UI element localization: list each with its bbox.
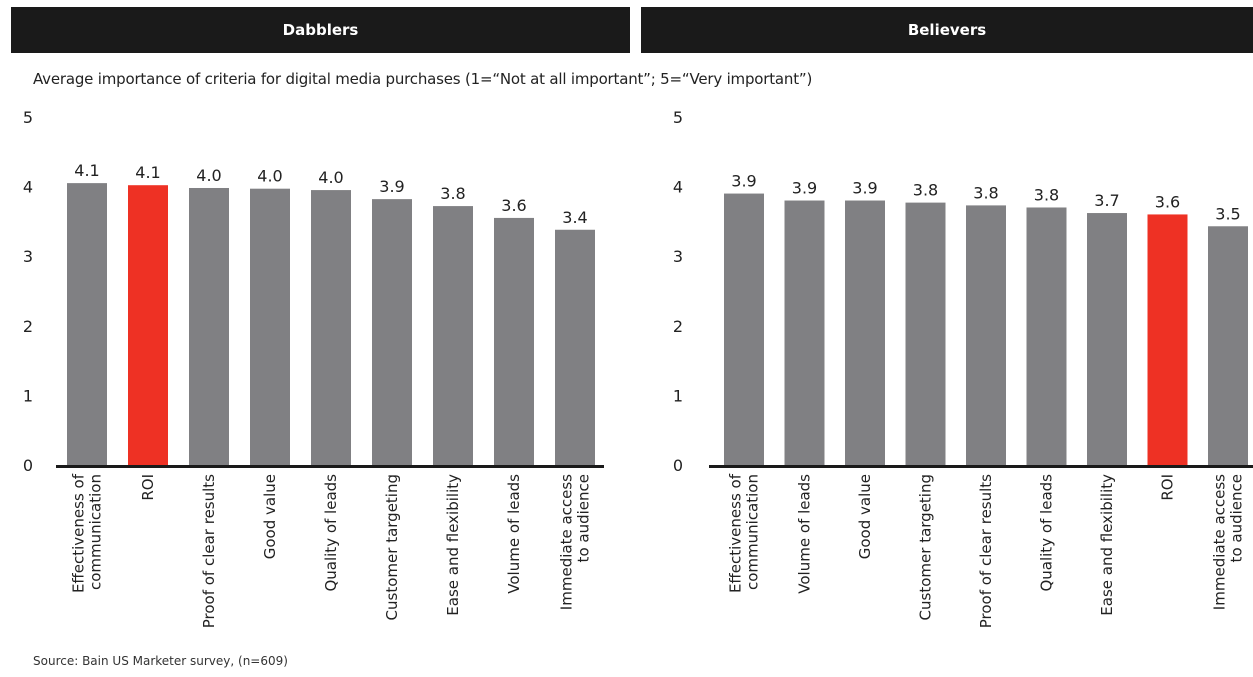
dabblers-category-label: Good value <box>261 474 279 559</box>
dabblers-category-label: Quality of leads <box>322 474 340 592</box>
believers-value-label: 3.5 <box>1215 204 1240 223</box>
dabblers-bar <box>311 190 351 465</box>
believers-category-label: Quality of leads <box>1038 474 1056 592</box>
dabblers-category-label: Proof of clear results <box>200 474 218 628</box>
believers-value-label: 3.8 <box>913 181 938 200</box>
dabblers-bar <box>433 206 473 465</box>
believers-value-label: 3.7 <box>1094 191 1119 210</box>
dabblers-category-label: ROI <box>139 474 157 501</box>
dabblers-value-label: 4.1 <box>135 163 160 182</box>
believers-bar <box>1087 213 1127 465</box>
dabblers-bar <box>372 199 412 466</box>
believers-bar <box>966 205 1006 465</box>
header-believers: Believers <box>641 7 1253 53</box>
believers-bar <box>1147 214 1188 465</box>
dabblers-bar <box>494 217 534 465</box>
dabblers-value-label: 4.1 <box>74 161 99 180</box>
dabblers-bar <box>67 183 107 465</box>
believers-value-label: 3.9 <box>731 172 756 191</box>
believers-ytick-label: 4 <box>673 178 683 197</box>
believers-category-label: Good value <box>856 474 874 559</box>
believers-value-label: 3.8 <box>973 183 998 202</box>
dabblers-value-label: 3.9 <box>379 177 404 196</box>
dabblers-bar <box>128 185 168 465</box>
believers-ytick-label: 2 <box>673 317 683 336</box>
dabblers-bar <box>189 187 229 465</box>
believers-ytick-label: 0 <box>673 456 683 475</box>
believers-bar <box>1026 207 1067 466</box>
believers-category-label: Effectiveness ofcommunication <box>727 473 762 593</box>
dabblers-value-label: 4.0 <box>196 166 221 185</box>
believers-category-label: Ease and flexibility <box>1098 474 1116 616</box>
dabblers-ytick-label: 3 <box>23 247 33 266</box>
believers-bar <box>905 202 946 465</box>
believers-ytick-label: 5 <box>673 108 683 127</box>
believers-bar <box>724 193 764 465</box>
believers-category-label: ROI <box>1159 474 1177 501</box>
believers-bar <box>845 200 885 465</box>
dabblers-ytick-label: 5 <box>23 108 33 127</box>
believers-value-label: 3.9 <box>852 179 877 198</box>
source-note: Source: Bain US Marketer survey, (n=609) <box>33 654 288 668</box>
believers-bar <box>1208 226 1248 465</box>
dabblers-category-label: Customer targeting <box>383 474 401 620</box>
dabblers-bar <box>250 188 290 466</box>
chart-subtitle: Average importance of criteria for digit… <box>33 70 813 88</box>
dabblers-value-label: 3.8 <box>440 184 465 203</box>
dabblers-ytick-label: 0 <box>23 456 33 475</box>
believers-ytick-label: 1 <box>673 386 683 405</box>
dabblers-category-label: Ease and flexibility <box>444 474 462 616</box>
dabblers-category-label: Volume of leads <box>505 474 523 594</box>
dabblers-category-label: Immediate accessto audience <box>558 474 593 610</box>
believers-category-label: Proof of clear results <box>977 474 995 628</box>
dabblers-ytick-label: 4 <box>23 178 33 197</box>
believers-bar <box>784 200 825 465</box>
believers-category-label: Customer targeting <box>917 474 935 620</box>
dabblers-bar <box>555 229 595 465</box>
dabblers-value-label: 3.6 <box>501 196 526 215</box>
dabblers-value-label: 4.0 <box>257 167 282 186</box>
dabblers-value-label: 4.0 <box>318 168 343 187</box>
believers-category-label: Immediate accessto audience <box>1211 474 1246 610</box>
dabblers-value-label: 3.4 <box>562 208 587 227</box>
believers-category-label: Volume of leads <box>796 474 814 594</box>
dabblers-ytick-label: 2 <box>23 317 33 336</box>
believers-value-label: 3.8 <box>1034 185 1059 204</box>
dabblers-category-label: Effectiveness ofcommunication <box>70 473 105 593</box>
dabblers-ytick-label: 1 <box>23 386 33 405</box>
believers-ytick-label: 3 <box>673 247 683 266</box>
believers-value-label: 3.6 <box>1155 192 1180 211</box>
header-dabblers: Dabblers <box>11 7 630 53</box>
believers-value-label: 3.9 <box>792 179 817 198</box>
